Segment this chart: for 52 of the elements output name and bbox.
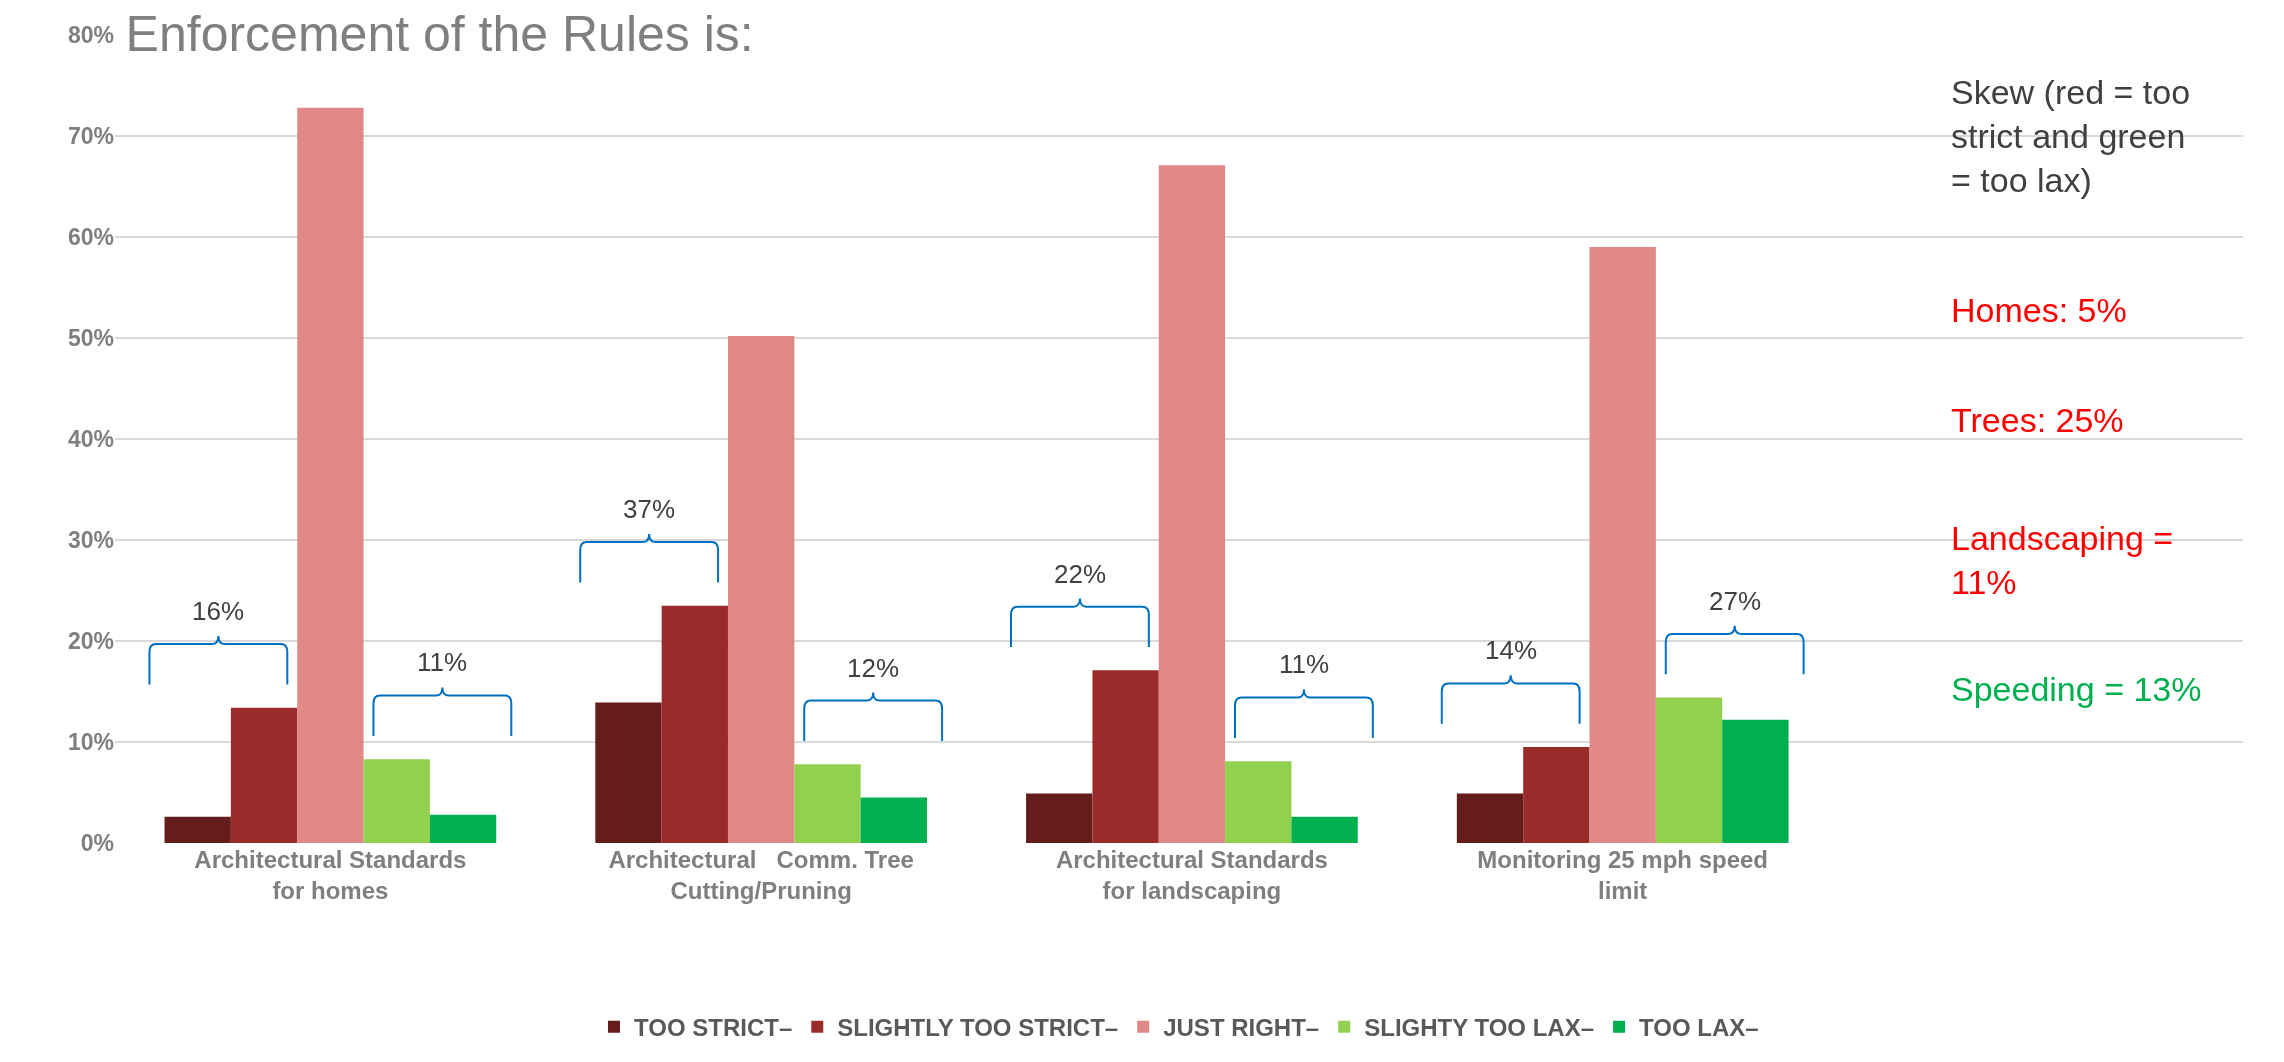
- text: Skew (red = too strict and green = too lax): [1951, 73, 2191, 200]
- text: Trees: 25%: [1951, 401, 2124, 439]
- bar: [1456, 793, 1524, 843]
- annotation: 11%: [417, 647, 468, 677]
- bar: [727, 335, 795, 843]
- bar: [1026, 793, 1093, 843]
- y-tick-label: 60%: [67, 224, 114, 251]
- bar: [164, 816, 231, 843]
- bar: [230, 707, 298, 843]
- legend-label: SLIGHTY TOO LAX–: [1364, 1014, 1595, 1042]
- annotation: 16%: [192, 596, 245, 626]
- chart-title: Enforcement of the Rules is:: [125, 5, 754, 62]
- x-tick-label: Architectural Standards for landscaping: [1055, 846, 1328, 905]
- y-tick-label: 80%: [67, 22, 114, 49]
- bar: [363, 759, 430, 843]
- y-tick-label: 0%: [80, 830, 114, 857]
- x-tick-label: Monitoring 25 mph speed limit: [1477, 846, 1769, 905]
- bar: [661, 605, 728, 843]
- bar: [1722, 719, 1789, 843]
- annotation: 12%: [847, 653, 900, 683]
- legend-label: TOO STRICT–: [634, 1014, 793, 1042]
- text: Speeding = 13%: [1951, 670, 2202, 708]
- bar: [1655, 697, 1723, 843]
- bar: [860, 797, 927, 843]
- text: Homes: 5%: [1951, 291, 2127, 329]
- bar: [595, 702, 662, 843]
- annotation: 27%: [1709, 586, 1762, 616]
- bar: [297, 107, 364, 843]
- y-tick-label: 20%: [67, 628, 114, 655]
- bar: [1158, 165, 1226, 843]
- bar: [1291, 816, 1358, 843]
- bar: [1589, 247, 1656, 843]
- x-tick-label: Architectural Standards for homes: [194, 846, 467, 905]
- y-tick-label: 50%: [67, 325, 114, 352]
- legend-label: TOO LAX–: [1639, 1014, 1759, 1042]
- text: Landscaping = 11%: [1951, 519, 2174, 602]
- y-tick-label: 30%: [67, 527, 114, 554]
- annotation: 11%: [1279, 649, 1330, 679]
- bar: [1092, 670, 1159, 843]
- annotation: 14%: [1485, 635, 1538, 665]
- x-tick-label: Architectural Comm. Tree Cutting/Pruning: [608, 846, 914, 905]
- legend-label: SLIGHTLY TOO STRICT–: [837, 1014, 1119, 1042]
- bar: [794, 764, 861, 843]
- y-tick-label: 10%: [67, 729, 114, 756]
- annotation: 22%: [1054, 559, 1107, 589]
- y-tick-label: 70%: [67, 123, 114, 150]
- bar: [429, 814, 497, 843]
- annotation: 37%: [623, 494, 676, 524]
- bar: [1225, 761, 1292, 843]
- bar: [1523, 747, 1590, 843]
- y-tick-label: 40%: [67, 426, 114, 453]
- legend-label: JUST RIGHT–: [1163, 1014, 1320, 1042]
